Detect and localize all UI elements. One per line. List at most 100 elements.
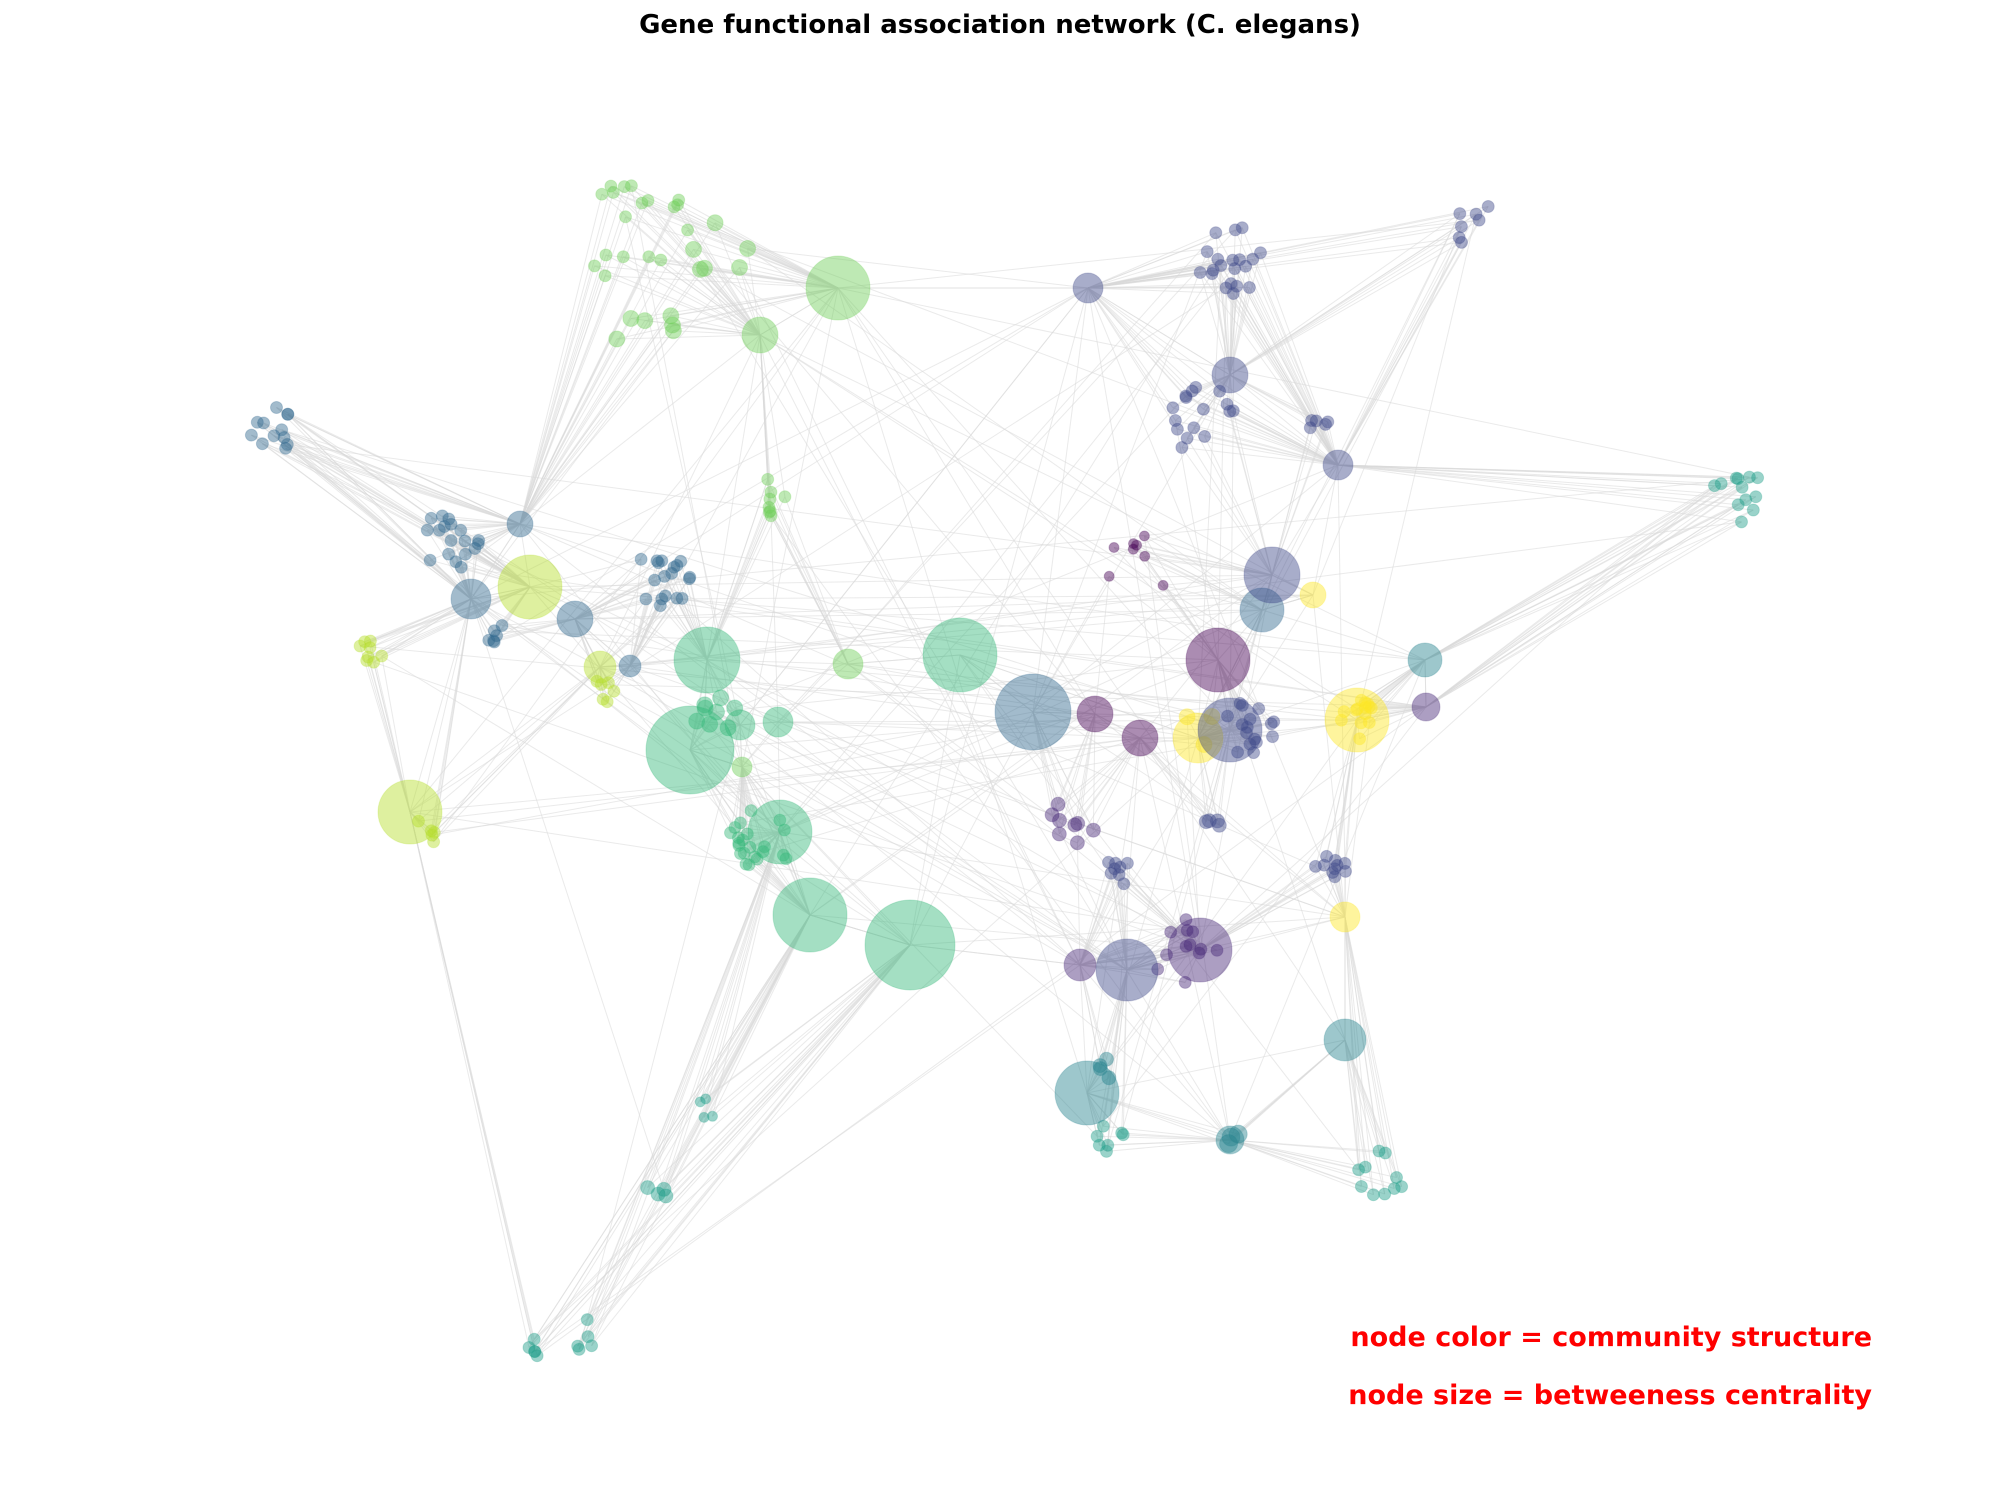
edge <box>1229 219 1480 376</box>
edge <box>369 586 531 649</box>
gene-node <box>1249 735 1263 749</box>
gene-node <box>1201 813 1217 829</box>
edge <box>574 558 642 620</box>
gene-node <box>375 649 389 663</box>
gene-node <box>1309 859 1322 873</box>
edge <box>1086 1092 1232 1138</box>
gene-node <box>1246 252 1260 266</box>
edge <box>470 287 1089 600</box>
gene-node <box>600 695 614 709</box>
edge <box>519 202 643 525</box>
gene-node <box>1198 814 1214 830</box>
gene-node <box>487 634 501 648</box>
edge <box>364 641 411 813</box>
edge <box>837 287 1210 821</box>
edge <box>1139 574 1273 739</box>
gene-node <box>750 852 764 866</box>
gene-node <box>691 260 709 278</box>
gene-node <box>636 312 654 330</box>
gene-node <box>650 554 664 568</box>
gene-node <box>1359 701 1372 714</box>
edge <box>1229 1139 1395 1189</box>
edge <box>1087 237 1460 289</box>
gene-node <box>267 429 281 443</box>
edge <box>519 315 672 525</box>
gene-node <box>1372 1144 1386 1158</box>
edge <box>373 661 1201 951</box>
edge <box>625 216 839 289</box>
edge <box>1344 916 1386 1195</box>
gene-node <box>645 705 735 795</box>
nodes-layer <box>244 179 1765 1363</box>
gene-node <box>1180 431 1194 445</box>
edge <box>1315 420 1339 466</box>
gene-node <box>1247 746 1261 760</box>
edge <box>730 766 743 833</box>
edge <box>741 287 839 768</box>
edge <box>1424 483 1722 661</box>
edge <box>1344 1039 1403 1187</box>
gene-node <box>1395 1180 1409 1194</box>
edge <box>1059 737 1141 821</box>
edge <box>1229 729 1251 745</box>
edge <box>1192 931 1201 951</box>
gene-node <box>773 813 787 827</box>
edge <box>409 287 839 813</box>
gene-node <box>1353 732 1367 746</box>
gene-node <box>675 591 689 605</box>
gene-node <box>1317 858 1331 872</box>
edge <box>706 659 849 665</box>
gene-node <box>1131 539 1143 551</box>
edge <box>739 724 743 768</box>
gene-node <box>1179 913 1193 927</box>
edge <box>1133 543 1263 611</box>
gene-node <box>1226 404 1240 418</box>
edge <box>1229 1139 1366 1168</box>
edge <box>367 586 531 658</box>
edge <box>1261 574 1273 611</box>
gene-node <box>682 572 696 586</box>
edge <box>1212 269 1339 466</box>
gene-node <box>1326 865 1340 879</box>
gene-node <box>602 676 615 690</box>
gene-node <box>281 407 295 421</box>
edge <box>533 737 1199 1340</box>
gene-node <box>739 240 757 257</box>
edge <box>676 565 708 661</box>
edge <box>847 663 1121 868</box>
edge <box>741 766 751 848</box>
gene-node <box>640 1180 656 1196</box>
edge <box>464 523 521 542</box>
gene-node <box>772 877 848 953</box>
edge <box>1032 711 1079 824</box>
edge <box>1425 476 1750 708</box>
edge <box>959 654 1034 713</box>
gene-node <box>1113 860 1127 874</box>
gene-node <box>361 650 375 664</box>
edge <box>1094 713 1342 721</box>
edge <box>1139 737 1210 822</box>
gene-node <box>763 504 777 518</box>
edge <box>1087 287 1204 410</box>
edge <box>601 193 839 289</box>
edge <box>1312 464 1339 596</box>
edges-layer <box>251 185 1758 1357</box>
gene-node <box>367 655 381 669</box>
edge <box>706 659 741 726</box>
edge <box>770 491 849 665</box>
edge <box>779 659 1219 833</box>
edge <box>442 515 521 525</box>
edge <box>706 334 761 661</box>
edge <box>1086 949 1201 1094</box>
gene-node <box>1411 692 1441 722</box>
gene-node <box>1164 925 1178 939</box>
gene-node <box>1210 943 1224 957</box>
gene-node <box>1193 266 1207 279</box>
edge <box>647 914 811 1188</box>
gene-node <box>1121 719 1159 757</box>
edge <box>1424 476 1750 661</box>
edge <box>519 249 694 525</box>
gene-node <box>1209 226 1223 240</box>
edge <box>433 666 601 843</box>
edge <box>673 287 839 332</box>
